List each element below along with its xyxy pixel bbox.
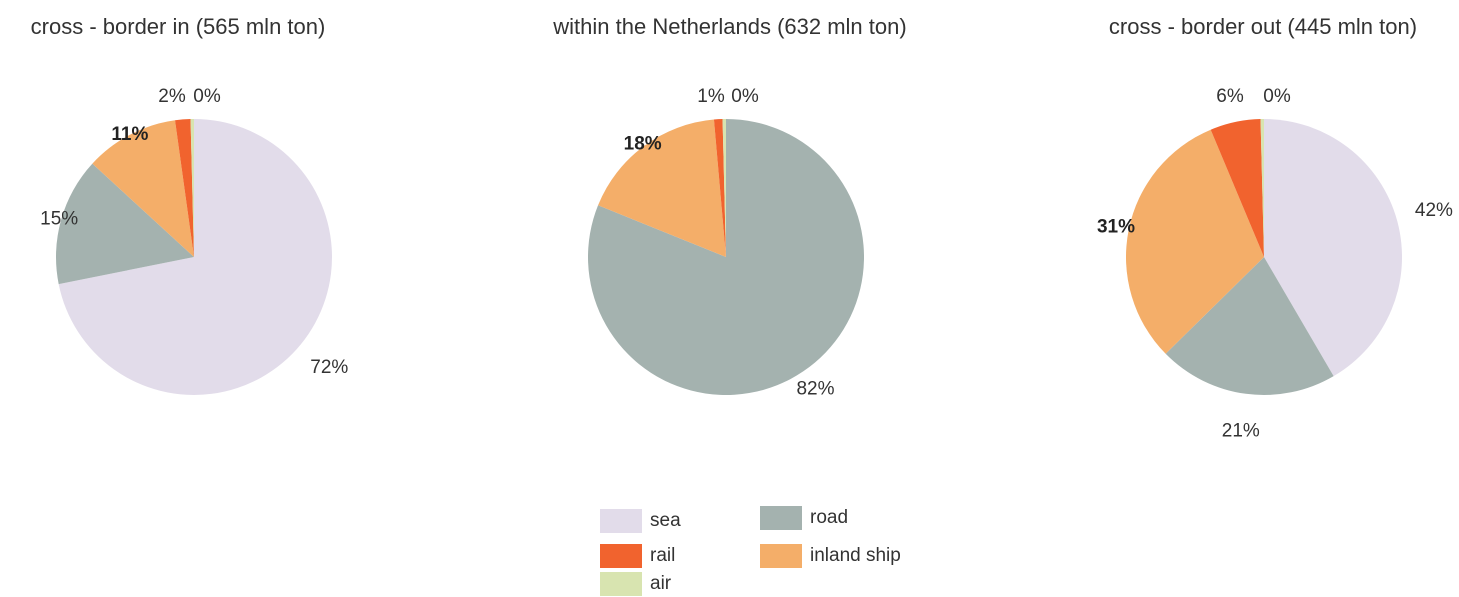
slice-label-rail: 2% bbox=[158, 86, 186, 107]
legend-label: road bbox=[810, 507, 849, 528]
pie-within-netherlands: within the Netherlands (632 mln ton) 82%… bbox=[552, 14, 906, 400]
pie-slice-inland-ship bbox=[1125, 129, 1264, 354]
legend-item-road: road bbox=[760, 505, 848, 531]
legend-label: inland ship bbox=[810, 545, 901, 566]
pie-slice-inland-ship bbox=[92, 120, 194, 257]
slice-label-air: 0% bbox=[1263, 86, 1291, 107]
pie-cross-border-in: cross - border in (565 mln ton) 72% 15% 11… bbox=[31, 14, 348, 395]
pie-slice-rail bbox=[175, 119, 194, 257]
slice-label-sea: 72% bbox=[310, 357, 348, 378]
pie-slice-rail bbox=[1210, 119, 1264, 257]
pie-slice-road bbox=[55, 163, 194, 285]
pie-slice-road bbox=[588, 119, 865, 396]
pie-slice-air bbox=[722, 118, 726, 258]
legend-swatch-road bbox=[760, 506, 802, 530]
legend: sea road rail inland ship air bbox=[600, 505, 940, 596]
chart-title: within the Netherlands (632 mln ton) bbox=[552, 14, 906, 39]
slice-label-inland-ship: 31% bbox=[1097, 216, 1135, 237]
chart-title: cross - border out (445 mln ton) bbox=[1109, 14, 1417, 39]
slice-label-road: 15% bbox=[40, 208, 78, 229]
legend-label: sea bbox=[650, 510, 681, 531]
legend-item-air: air bbox=[600, 571, 671, 597]
legend-item-sea: sea bbox=[600, 508, 681, 534]
slice-label-rail: 1% bbox=[697, 86, 725, 107]
legend-label: air bbox=[650, 573, 672, 594]
legend-label: rail bbox=[650, 545, 676, 566]
slice-label-inland-ship: 11% bbox=[111, 124, 148, 145]
slice-label-sea: 42% bbox=[1415, 200, 1453, 221]
legend-item-inland-ship: inland ship bbox=[760, 543, 901, 569]
pie-slice-road bbox=[1165, 257, 1334, 396]
legend-item-rail: rail bbox=[600, 543, 675, 569]
pie-slice-air bbox=[1260, 118, 1264, 257]
slice-label-air: 0% bbox=[193, 86, 221, 107]
pie-slice-sea bbox=[58, 119, 332, 395]
slice-label-road: 21% bbox=[1222, 421, 1260, 442]
pie-slice-air bbox=[190, 118, 194, 257]
pie-slice-sea bbox=[1264, 119, 1403, 377]
slice-label-inland-ship: 18% bbox=[624, 134, 662, 155]
slice-label-air: 0% bbox=[731, 86, 759, 107]
slice-label-road: 82% bbox=[796, 379, 834, 400]
pie-slice-inland-ship bbox=[598, 119, 726, 257]
legend-swatch-rail bbox=[600, 544, 642, 568]
legend-swatch-sea bbox=[600, 509, 642, 533]
legend-swatch-inland-ship bbox=[760, 544, 802, 568]
chart-title: cross - border in (565 mln ton) bbox=[31, 14, 326, 39]
pie-cross-border-out: cross - border out (445 mln ton) 42% 21% 3… bbox=[1097, 14, 1453, 442]
legend-swatch-air bbox=[600, 572, 642, 596]
slice-label-rail: 6% bbox=[1216, 86, 1244, 107]
pie-slice-rail bbox=[713, 119, 726, 257]
